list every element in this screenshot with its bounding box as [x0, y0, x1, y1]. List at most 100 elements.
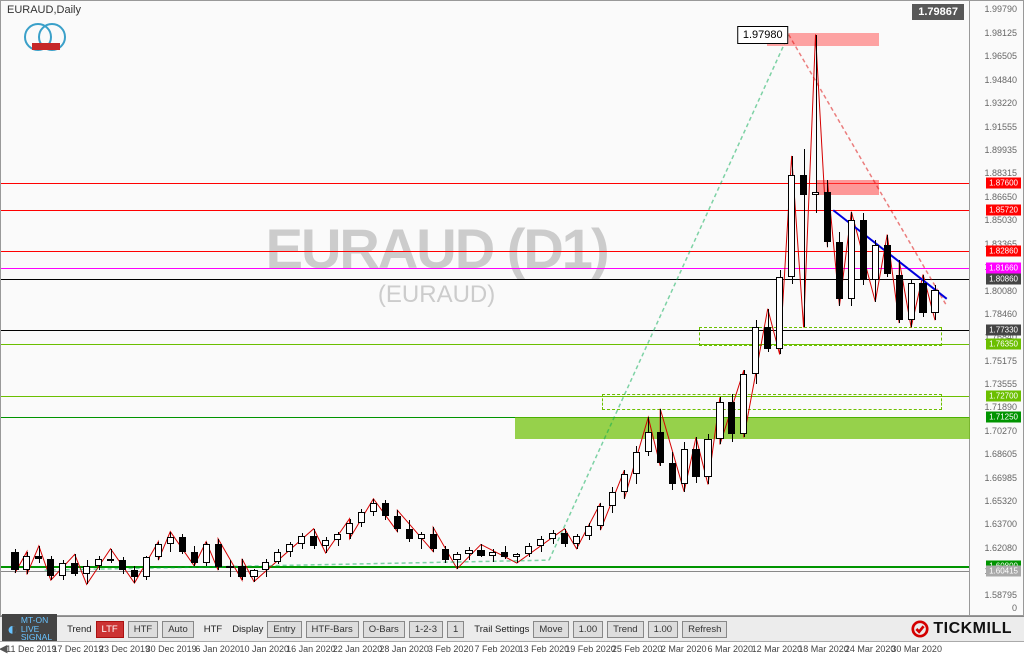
price-tick: 1.63700 — [984, 519, 1017, 529]
dashed-zone — [699, 327, 942, 346]
candle-body — [585, 526, 592, 536]
date-tick: 13 Feb 2020 — [519, 644, 570, 654]
date-tick: 3 Feb 2020 — [428, 644, 474, 654]
price-level-label: 1.81660 — [986, 262, 1021, 273]
toolbar-group-label: Trail Settings — [474, 624, 529, 635]
time-axis: 11 Dec 201917 Dec 201923 Dec 201930 Dec … — [0, 641, 1024, 658]
candle-body — [740, 374, 747, 434]
candle-body — [238, 566, 245, 577]
candle-body — [597, 506, 604, 526]
candle-body — [59, 563, 66, 576]
toolbar-button[interactable]: Move — [533, 621, 568, 638]
candle-wick — [816, 35, 817, 214]
candle-body — [35, 556, 42, 559]
candle-body — [896, 275, 903, 321]
date-tick: 25 Feb 2020 — [612, 644, 663, 654]
price-level-label: 1.76350 — [986, 338, 1021, 349]
price-level-line — [1, 268, 969, 269]
date-tick: 7 Feb 2020 — [475, 644, 521, 654]
date-tick: 11 Dec 2019 — [6, 644, 56, 654]
scroll-left-icon[interactable]: ◀ — [0, 642, 7, 655]
candle-body — [215, 544, 222, 567]
date-tick: 18 Mar 2020 — [798, 644, 849, 654]
toolbar-group-label: HTF — [204, 624, 222, 635]
indicator-toolbar: ◐MT-ONLIVESIGNALTrendLTFHTFAutoHTFDispla… — [0, 616, 1024, 641]
tickmill-text: TICKMILL — [933, 620, 1012, 638]
toolbar-button[interactable]: Trend — [607, 621, 643, 638]
price-level-label: 1.60415 — [986, 566, 1021, 577]
candle-body — [704, 439, 711, 478]
price-tick: 1.89935 — [984, 145, 1017, 155]
axis-zero-label: 0 — [1012, 603, 1017, 613]
candle-body — [179, 537, 186, 551]
watermark-symbol: EURAUD (D1) — [266, 216, 608, 281]
price-tick: 1.65320 — [984, 496, 1017, 506]
candle-body — [95, 559, 102, 566]
toolbar-button[interactable]: HTF-Bars — [306, 621, 359, 638]
candle-body — [764, 327, 771, 348]
date-tick: 16 Jan 2020 — [286, 644, 336, 654]
date-tick: 24 Mar 2020 — [845, 644, 896, 654]
toolbar-button[interactable]: 1 — [447, 621, 464, 638]
overlay-lines — [1, 1, 971, 617]
candle-body — [848, 220, 855, 299]
candle-body — [561, 533, 568, 544]
toolbar-button[interactable]: Auto — [162, 621, 194, 638]
candle-body — [119, 560, 126, 570]
candle-body — [71, 563, 78, 574]
toolbar-button[interactable]: Entry — [267, 621, 301, 638]
chart-plot-area[interactable]: EURAUD,Daily EURAUD (D1) (EURAUD) 1.7986… — [0, 0, 970, 616]
price-tick: 1.66985 — [984, 473, 1017, 483]
candle-body — [262, 562, 269, 571]
candle-body — [788, 175, 795, 278]
price-level-line — [1, 251, 969, 252]
candle-wick — [111, 549, 112, 563]
candle-body — [465, 550, 472, 554]
candle-body — [657, 432, 664, 463]
candle-body — [430, 534, 437, 548]
candle-body — [286, 544, 293, 551]
candle-body — [370, 503, 377, 512]
candle-body — [358, 512, 365, 523]
price-level-label: 1.72700 — [986, 390, 1021, 401]
toolbar-button[interactable]: 1-2-3 — [409, 621, 443, 638]
watermark: EURAUD (D1) (EURAUD) — [266, 216, 608, 309]
candle-body — [872, 245, 879, 281]
candle-body — [406, 529, 413, 539]
candle-body — [47, 559, 54, 576]
price-tick: 1.93220 — [984, 98, 1017, 108]
toolbar-button[interactable]: 1.00 — [648, 621, 679, 638]
price-tick: 1.86650 — [984, 192, 1017, 202]
price-tick: 1.78460 — [984, 309, 1017, 319]
price-tick: 1.94840 — [984, 75, 1017, 85]
price-level-line — [1, 279, 969, 280]
price-level-label: 1.82860 — [986, 245, 1021, 256]
candle-body — [334, 534, 341, 540]
toolbar-button[interactable]: 1.00 — [573, 621, 604, 638]
toolbar-button[interactable]: LTF — [96, 621, 124, 638]
candle-body — [489, 552, 496, 556]
zigzag-line — [15, 35, 935, 585]
candle-wick — [39, 546, 40, 563]
candle-body — [418, 534, 425, 538]
candle-body — [919, 283, 926, 313]
toolbar-button[interactable]: O-Bars — [363, 621, 405, 638]
candle-body — [573, 536, 580, 545]
indicator-brand: ◐MT-ONLIVESIGNAL — [2, 614, 57, 644]
date-tick: 23 Dec 2019 — [99, 644, 150, 654]
candle-body — [23, 556, 30, 570]
candle-body — [442, 549, 449, 560]
toolbar-button[interactable]: Refresh — [682, 621, 727, 638]
price-level-label: 1.77330 — [986, 324, 1021, 335]
toolbar-button[interactable]: HTF — [128, 621, 158, 638]
dashed-zone — [602, 394, 942, 410]
candle-body — [167, 537, 174, 544]
price-tick: 1.98125 — [984, 28, 1017, 38]
candle-body — [800, 175, 807, 195]
candle-body — [501, 552, 508, 558]
current-price-box: 1.79867 — [912, 4, 964, 20]
candle-body — [382, 503, 389, 516]
candle-body — [681, 449, 688, 485]
symbol-title: EURAUD,Daily — [7, 4, 81, 16]
date-tick: 6 Jan 2020 — [195, 644, 240, 654]
